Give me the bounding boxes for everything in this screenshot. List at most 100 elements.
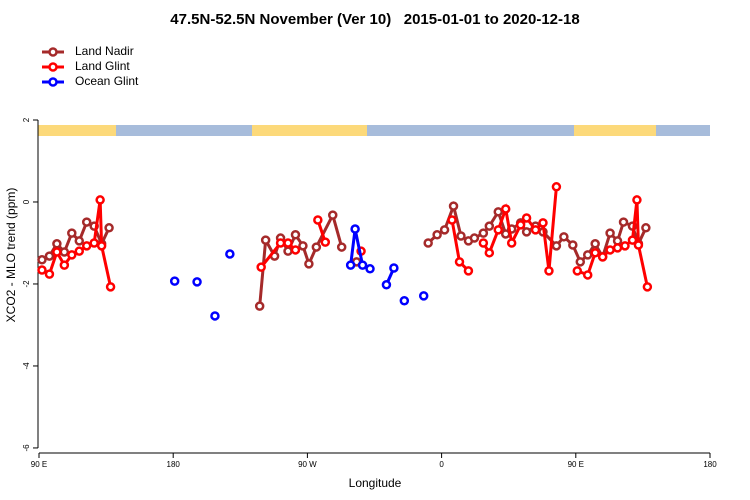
point <box>642 282 653 292</box>
point <box>521 213 532 223</box>
point <box>551 241 562 251</box>
point <box>521 227 532 237</box>
point <box>96 241 107 251</box>
point <box>298 241 308 251</box>
y-tick-label: 2 <box>22 117 31 122</box>
point <box>575 257 586 267</box>
chart-title: 47.5N-52.5N November (Ver 10) 2015-01-01… <box>170 11 579 28</box>
legend-label: Land Nadir <box>75 44 134 58</box>
point <box>439 225 450 235</box>
point <box>59 247 70 257</box>
point <box>169 276 180 286</box>
point <box>381 280 392 290</box>
legend-item: Ocean Glint <box>42 74 139 88</box>
point <box>74 246 85 256</box>
point <box>597 252 608 262</box>
point <box>52 239 62 249</box>
point <box>192 277 202 287</box>
y-tick-label: -6 <box>22 444 31 452</box>
x-tick-label: 90 E <box>568 460 584 469</box>
point <box>538 218 548 228</box>
point <box>44 251 55 261</box>
point <box>357 260 368 270</box>
point <box>389 263 399 273</box>
point <box>345 260 356 270</box>
point <box>67 250 77 260</box>
point <box>618 217 629 227</box>
point <box>283 246 293 256</box>
point <box>469 233 480 243</box>
point <box>484 221 495 231</box>
point <box>320 237 331 247</box>
point <box>283 238 293 248</box>
x-tick-label: 0 <box>439 460 444 469</box>
land-ocean-strip <box>38 125 710 136</box>
legend-label: Land Glint <box>75 59 130 73</box>
x-tick-label: 180 <box>167 460 181 469</box>
point <box>81 217 92 227</box>
point <box>641 223 651 233</box>
y-tick-label: -4 <box>22 362 31 370</box>
point <box>582 270 593 280</box>
point <box>493 207 504 217</box>
legend-marker <box>48 62 58 72</box>
legend-label: Ocean Glint <box>75 74 139 88</box>
point <box>95 195 105 205</box>
point <box>605 245 615 255</box>
point <box>260 235 271 245</box>
point <box>225 249 235 259</box>
point <box>313 215 323 225</box>
point <box>448 201 459 211</box>
point <box>105 282 116 292</box>
x-tick-label: 90 E <box>31 460 47 469</box>
point <box>478 238 489 248</box>
legend-marker <box>48 77 58 87</box>
legend-item: Land Glint <box>42 59 130 73</box>
point <box>530 225 541 235</box>
point <box>104 223 114 233</box>
y-tick-label: 0 <box>22 199 31 204</box>
point <box>81 241 92 251</box>
series-line <box>41 201 648 307</box>
point <box>454 257 465 267</box>
point <box>432 230 442 240</box>
legend-marker <box>48 47 58 57</box>
x-tick-label: 180 <box>703 460 717 469</box>
point <box>210 311 220 321</box>
point <box>632 195 642 205</box>
point <box>311 242 322 252</box>
point <box>500 204 511 214</box>
x-tick-label: 90 W <box>298 460 317 469</box>
point <box>418 291 429 301</box>
point <box>605 228 615 238</box>
point <box>568 240 578 250</box>
point <box>304 259 314 269</box>
point <box>493 225 504 235</box>
point <box>74 236 85 246</box>
point <box>67 228 77 238</box>
point <box>582 250 593 260</box>
point <box>447 215 457 225</box>
point <box>59 260 70 270</box>
point <box>559 232 569 242</box>
point <box>572 266 583 276</box>
point <box>256 262 266 272</box>
y-tick-label: -2 <box>22 280 31 288</box>
point <box>399 296 410 306</box>
point <box>89 238 99 248</box>
point <box>423 238 433 248</box>
point <box>463 266 474 276</box>
point <box>544 266 554 276</box>
point <box>484 248 495 258</box>
point <box>327 210 338 220</box>
point <box>590 239 600 249</box>
point <box>52 247 62 257</box>
point <box>478 228 489 238</box>
point <box>506 238 517 248</box>
point <box>37 265 47 275</box>
point <box>620 241 630 251</box>
point <box>456 231 466 241</box>
point <box>612 243 623 253</box>
point <box>515 220 526 230</box>
